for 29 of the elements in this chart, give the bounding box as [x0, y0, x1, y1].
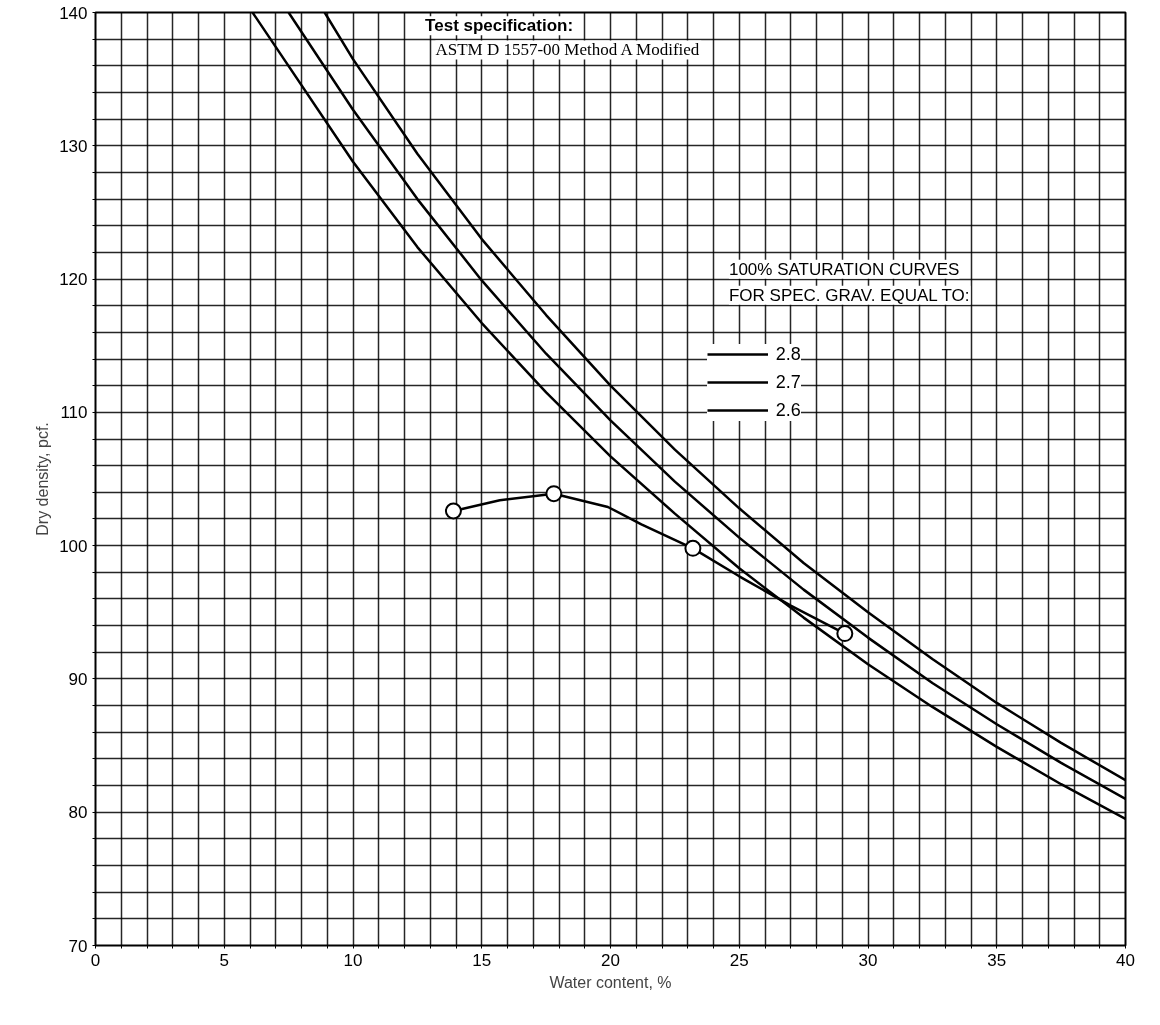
y-tick-label: 80 [68, 803, 88, 823]
y-tick-label: 90 [68, 669, 88, 689]
y-tick-label: 120 [59, 270, 88, 290]
y-tick-label: 140 [59, 3, 88, 23]
y-tick-label: 130 [59, 136, 88, 156]
legend-label: 2.8 [775, 343, 801, 365]
y-axis-title: Dry density, pcf. [34, 422, 52, 536]
point [545, 485, 563, 503]
point [836, 625, 854, 643]
legend-label: 2.7 [775, 371, 801, 393]
x-tick-label: 20 [601, 950, 620, 970]
text: ASTM D 1557-00 Method A Modified [435, 40, 700, 60]
point [684, 539, 702, 557]
x-tick-label: 25 [729, 950, 749, 970]
y-tick-label: 70 [68, 936, 88, 956]
legend-title: 100% SATURATION CURVES FOR SPEC. GRAV. EQUAL TO: [728, 259, 970, 305]
y-tick-label: 110 [60, 403, 88, 423]
legend-label: 2.6 [775, 399, 801, 421]
x-tick-label: 30 [858, 950, 878, 970]
point [444, 502, 462, 520]
x-axis-title: Water content, % [549, 973, 672, 991]
x-tick-label: 15 [472, 950, 492, 970]
y-tick-label: 100 [59, 536, 88, 556]
x-tick-label: 35 [987, 950, 1007, 970]
x-tick-label: 40 [1116, 950, 1135, 970]
x-tick-label: 0 [90, 950, 101, 970]
x-tick-label: 10 [343, 950, 363, 970]
x-tick-label: 5 [219, 950, 229, 970]
chart-title: Test specification: [425, 16, 574, 36]
